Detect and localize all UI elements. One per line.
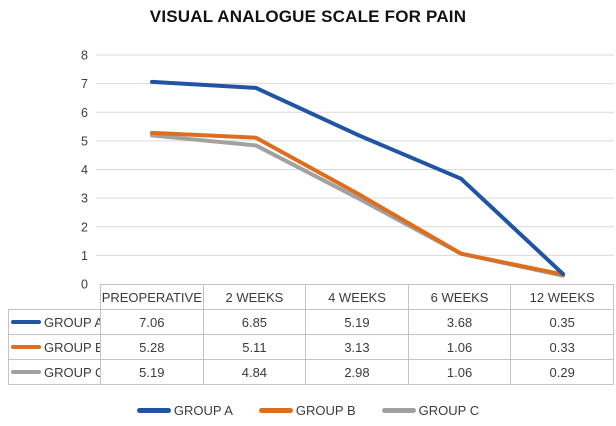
legend-label-group-b: GROUP B	[295, 402, 356, 418]
series-line-group-c	[150, 133, 565, 278]
table-cell: 4.84	[202, 359, 307, 385]
legend-item-group-a: GROUP A	[136, 402, 233, 418]
y-axis-tick-label: 2	[81, 220, 88, 234]
y-axis-tick-label: 1	[81, 249, 88, 263]
y-axis-tick-label: 5	[81, 134, 88, 148]
legend-item-group-b: GROUP B	[258, 402, 356, 418]
legend-item-group-c: GROUP C	[381, 402, 480, 418]
table-cell: 6.85	[202, 309, 307, 335]
table-cell: 7.06	[100, 309, 204, 335]
table-cell: 0.29	[510, 359, 614, 385]
group-b-line-swatch-icon	[11, 345, 41, 349]
group-a-line-swatch-icon	[11, 320, 41, 324]
table-cell: 1.06	[407, 334, 512, 360]
series-label-group-a: GROUP A	[44, 314, 101, 330]
chart-title: VISUAL ANALOGUE SCALE FOR PAIN	[149, 7, 467, 26]
legend-label-group-c: GROUP C	[418, 402, 480, 418]
legend-label-group-a: GROUP A	[173, 402, 233, 418]
column-header-2-weeks: 2 WEEKS	[202, 284, 307, 310]
row-label-cell-group-b: GROUP B	[8, 334, 101, 360]
y-axis-tick-label: 3	[81, 192, 88, 206]
table-row-group-b: GROUP B 5.28 5.11 3.13 1.06 0.33	[8, 334, 614, 360]
column-header-4-weeks: 4 WEEKS	[305, 284, 409, 310]
series-line-group-b	[150, 130, 565, 277]
table-cell: 2.98	[305, 359, 409, 385]
table-cell: 5.11	[202, 334, 307, 360]
row-label-cell-group-a: GROUP A	[8, 309, 101, 335]
table-cell: 0.35	[510, 309, 614, 335]
y-axis-tick-label: 8	[81, 49, 88, 63]
table-cell: 1.06	[407, 359, 512, 385]
table-cell: 5.19	[100, 359, 204, 385]
table-corner-cell	[8, 284, 101, 310]
table-row-group-c: GROUP C 5.19 4.84 2.98 1.06 0.29	[8, 359, 614, 385]
series-label-group-c: GROUP C	[44, 364, 101, 380]
chart-legend: GROUP A GROUP B GROUP C	[0, 399, 616, 421]
column-header-6-weeks: 6 WEEKS	[407, 284, 512, 310]
group-a-line-swatch-icon	[136, 407, 171, 413]
table-cell: 5.28	[100, 334, 204, 360]
group-c-line-swatch-icon	[11, 370, 41, 374]
series-line-group-a	[150, 79, 565, 276]
column-header-preoperative: PREOPERATIVE	[100, 284, 204, 310]
series-label-group-b: GROUP B	[44, 339, 101, 355]
table-header-row: PREOPERATIVE 2 WEEKS 4 WEEKS 6 WEEKS 12 …	[8, 284, 614, 310]
y-axis-tick-label: 7	[81, 77, 88, 91]
table-cell: 0.33	[510, 334, 614, 360]
table-cell: 3.68	[407, 309, 512, 335]
group-b-line-swatch-icon	[258, 407, 293, 413]
row-label-cell-group-c: GROUP C	[8, 359, 101, 385]
table-cell: 5.19	[305, 309, 409, 335]
column-header-12-weeks: 12 WEEKS	[510, 284, 614, 310]
y-axis-tick-label: 4	[81, 163, 88, 177]
table-row-group-a: GROUP A 7.06 6.85 5.19 3.68 0.35	[8, 309, 614, 335]
table-cell: 3.13	[305, 334, 409, 360]
y-axis-tick-label: 6	[81, 106, 88, 120]
data-table: PREOPERATIVE 2 WEEKS 4 WEEKS 6 WEEKS 12 …	[8, 284, 614, 385]
group-c-line-swatch-icon	[381, 407, 416, 413]
